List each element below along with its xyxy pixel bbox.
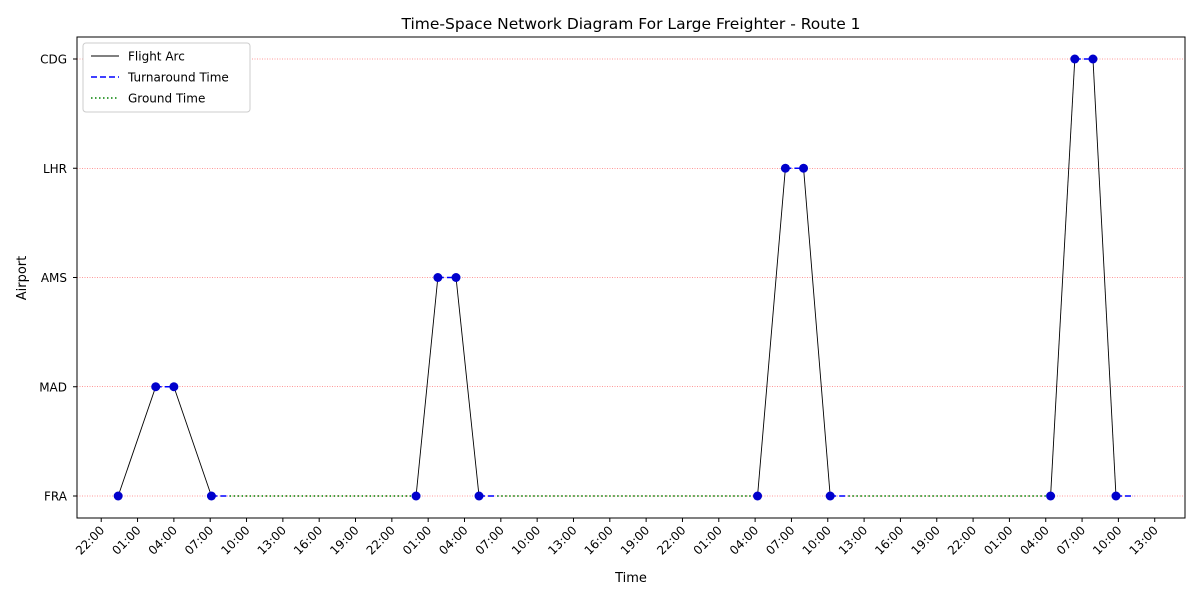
- arrival-marker: [206, 491, 216, 501]
- x-tick-label: 19:00: [327, 523, 361, 557]
- x-tick-label: 16:00: [291, 523, 325, 557]
- x-tick-label: 04:00: [146, 523, 180, 557]
- x-tick-label: 07:00: [473, 523, 507, 557]
- x-axis-label: Time: [614, 571, 647, 586]
- flight-arc-fra-ams: [415, 277, 439, 497]
- y-tick-label: MAD: [39, 380, 67, 394]
- x-tick-label: 10:00: [218, 523, 252, 557]
- x-tick-label: 04:00: [1018, 523, 1052, 557]
- grid-lines: [77, 58, 1185, 497]
- x-tick-label: 22:00: [945, 523, 979, 557]
- flight-arc-fra-mad: [117, 386, 157, 497]
- legend-label: Turnaround Time: [127, 71, 229, 85]
- flight-arc-fra-cdg: [1050, 58, 1076, 497]
- event-markers: [113, 54, 1121, 501]
- y-tick-label: AMS: [41, 271, 67, 285]
- flight-arc-lhr-fra: [803, 168, 831, 497]
- x-tick-label: 19:00: [618, 523, 652, 557]
- x-tick-label: 10:00: [800, 523, 834, 557]
- x-tick-label: 04:00: [436, 523, 470, 557]
- x-tick-label: 07:00: [1054, 523, 1088, 557]
- x-tick-label: 16:00: [872, 523, 906, 557]
- legend-label: Flight Arc: [128, 50, 185, 64]
- legend-label: Ground Time: [128, 92, 205, 106]
- x-tick-label: 13:00: [255, 523, 289, 557]
- x-tick-label: 01:00: [400, 523, 434, 557]
- arrival-marker: [474, 491, 484, 501]
- departure-marker: [411, 491, 421, 501]
- y-tick-label: FRA: [44, 490, 68, 504]
- x-tick-label: 01:00: [981, 523, 1015, 557]
- y-axis-ticks: FRA MAD AMS LHR CDG: [39, 53, 77, 504]
- arrival-marker: [780, 163, 790, 173]
- x-tick-label: 01:00: [109, 523, 143, 557]
- x-axis-ticks: 22:00 01:00 04:00 07:00 10:00 13:00 16:00 19:00…: [73, 518, 1161, 558]
- flight-arc-ams-fra: [455, 277, 480, 497]
- y-axis-label: Airport: [15, 256, 30, 301]
- x-tick-label: 22:00: [73, 523, 107, 557]
- x-tick-label: 13:00: [545, 523, 579, 557]
- chart-title: Time-Space Network Diagram For Large Fre…: [400, 15, 860, 33]
- legend: Flight Arc Turnaround Time Ground Time: [82, 42, 251, 113]
- x-tick-label: 22:00: [364, 523, 398, 557]
- x-tick-label: 10:00: [509, 523, 543, 557]
- x-tick-label: 07:00: [182, 523, 216, 557]
- x-tick-label: 13:00: [836, 523, 870, 557]
- y-tick-label: CDG: [40, 53, 67, 67]
- flight-arc-mad-fra: [173, 386, 212, 497]
- departure-marker: [1046, 491, 1056, 501]
- legend-box: [82, 42, 251, 113]
- arrival-marker: [433, 273, 443, 282]
- y-tick-label: LHR: [43, 162, 67, 176]
- x-tick-label: 13:00: [1126, 523, 1160, 557]
- flight-arcs: [117, 58, 1117, 497]
- arrival-marker: [151, 382, 161, 392]
- flight-arc-fra-lhr: [757, 168, 786, 497]
- departure-marker: [451, 273, 461, 282]
- arrival-marker: [1111, 491, 1121, 501]
- departure-marker: [799, 163, 809, 173]
- x-tick-label: 01:00: [691, 523, 725, 557]
- x-tick-label: 19:00: [909, 523, 943, 557]
- departure-marker: [169, 382, 179, 392]
- x-tick-label: 04:00: [727, 523, 761, 557]
- flight-arc-cdg-fra: [1092, 58, 1117, 497]
- x-tick-label: 22:00: [654, 523, 688, 557]
- departure-marker: [1088, 54, 1098, 64]
- departure-marker: [113, 491, 123, 501]
- arrival-marker: [1070, 54, 1080, 64]
- x-tick-label: 07:00: [763, 523, 797, 557]
- x-tick-label: 16:00: [582, 523, 616, 557]
- departure-marker: [753, 491, 763, 501]
- x-tick-label: 10:00: [1090, 523, 1124, 557]
- arrival-marker: [825, 491, 835, 501]
